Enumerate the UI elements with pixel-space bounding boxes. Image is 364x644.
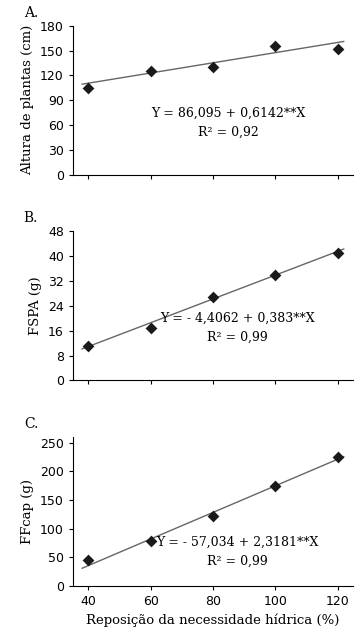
- Point: [86, 82, 91, 93]
- Point: [272, 270, 278, 280]
- Point: [148, 536, 154, 547]
- Point: [272, 41, 278, 52]
- Text: B.: B.: [24, 211, 38, 225]
- Point: [148, 323, 154, 333]
- Y-axis label: FSPA (g): FSPA (g): [29, 276, 42, 336]
- Point: [86, 555, 91, 565]
- Text: Y = - 57,034 + 2,3181**X
R² = 0,99: Y = - 57,034 + 2,3181**X R² = 0,99: [157, 536, 319, 567]
- Point: [335, 452, 340, 462]
- Text: A.: A.: [24, 6, 38, 20]
- Point: [86, 341, 91, 352]
- Point: [148, 66, 154, 77]
- Text: C.: C.: [24, 417, 38, 431]
- Point: [272, 480, 278, 491]
- Y-axis label: FFcap (g): FFcap (g): [21, 479, 34, 544]
- Text: Y = - 4,4062 + 0,383**X
R² = 0,99: Y = - 4,4062 + 0,383**X R² = 0,99: [161, 312, 315, 344]
- Point: [210, 292, 216, 302]
- Point: [210, 62, 216, 72]
- Point: [210, 511, 216, 521]
- Y-axis label: Altura de plantas (cm): Altura de plantas (cm): [21, 25, 34, 175]
- Text: Y = 86,095 + 0,6142**X
R² = 0,92: Y = 86,095 + 0,6142**X R² = 0,92: [151, 107, 306, 138]
- Point: [335, 248, 340, 258]
- Point: [335, 44, 340, 54]
- X-axis label: Reposição da necessidade hídrica (%): Reposição da necessidade hídrica (%): [86, 614, 340, 627]
